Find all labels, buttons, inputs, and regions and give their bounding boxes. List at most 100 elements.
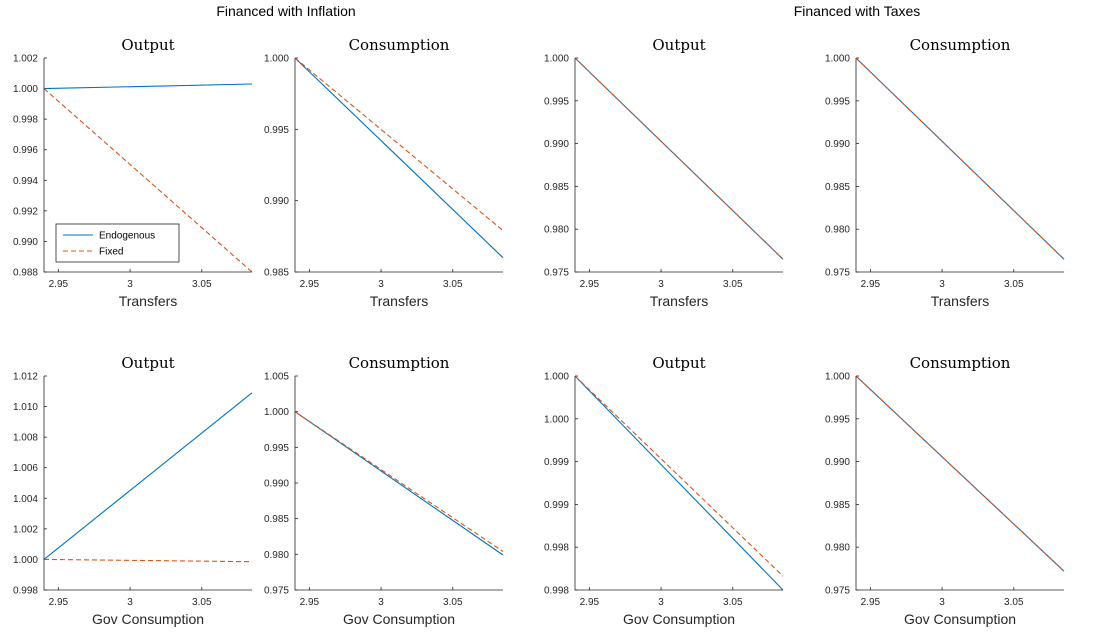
- y-tick-label: 0.990: [13, 237, 38, 248]
- panel-title: Output: [652, 354, 705, 372]
- series-line-endogenous: [294, 411, 504, 556]
- y-tick-label: 0.998: [13, 586, 38, 597]
- y-tick-label: 0.998: [544, 586, 569, 597]
- x-tick-label: 2.95: [580, 597, 600, 608]
- x-tick-label: 3: [658, 597, 664, 608]
- x-tick-label: 3.05: [443, 597, 463, 608]
- series-line-fixed: [43, 558, 253, 563]
- y-tick-label: 1.000: [825, 372, 850, 383]
- y-tick-label: 1.000: [264, 407, 289, 418]
- axes: [294, 376, 503, 591]
- panels-container: Output 0.988 0.990 0.992 0.994 0.996 0.998 1.00…: [13, 36, 1065, 627]
- panel-1: Output 0.988 0.990 0.992 0.994 0.996 0.998 1.00…: [13, 36, 253, 309]
- series-line-fixed: [294, 57, 504, 232]
- x-axis-label: Gov Consumption: [343, 611, 455, 627]
- legend: Endogenous Fixed: [55, 223, 180, 263]
- panel-title: Output: [652, 36, 705, 54]
- panel-6: Consumption 0.975 0.980 0.985 0.990 0.995 1.00…: [264, 354, 504, 627]
- y-tick-label: 0.975: [825, 586, 850, 597]
- panel-4: Consumption 0.975 0.980 0.985 0.990 0.995 1.00…: [825, 36, 1065, 309]
- y-tick-label: 0.975: [264, 586, 289, 597]
- y-tick-label: 1.000: [544, 414, 569, 425]
- y-tick-label: 0.980: [544, 225, 569, 236]
- y-tick-label: 0.975: [544, 268, 569, 279]
- y-tick-label: 0.980: [825, 543, 850, 554]
- x-tick-label: 3: [378, 597, 384, 608]
- x-tick-label: 3.05: [1004, 279, 1024, 290]
- series-line-fixed: [294, 411, 504, 552]
- y-tick-label: 0.990: [825, 139, 850, 150]
- x-tick-label: 2.95: [300, 597, 320, 608]
- x-axis-label: Gov Consumption: [92, 611, 204, 627]
- y-tick-label: 1.002: [13, 524, 38, 535]
- y-tick-label: 1.012: [13, 372, 38, 383]
- series-line-fixed: [574, 375, 784, 577]
- y-tick-label: 0.980: [825, 225, 850, 236]
- legend-label-endogenous: Endogenous: [99, 231, 155, 242]
- y-tick-label: 0.975: [825, 268, 850, 279]
- series-line-endogenous: [43, 392, 253, 560]
- y-tick-label: 0.999: [544, 500, 569, 511]
- x-tick-label: 2.95: [861, 279, 881, 290]
- y-tick-label: 0.980: [264, 550, 289, 561]
- y-tick-label: 0.995: [264, 125, 289, 136]
- series-line-fixed: [43, 88, 253, 273]
- panel-title: Consumption: [910, 354, 1011, 372]
- panel-title: Consumption: [349, 354, 450, 372]
- y-tick-label: 1.010: [13, 402, 38, 413]
- y-tick-label: 1.006: [13, 463, 38, 474]
- x-tick-label: 2.95: [580, 279, 600, 290]
- panel-8: Consumption 0.975 0.980 0.985 0.990 0.995 1.00…: [825, 354, 1065, 627]
- x-tick-label: 3: [378, 279, 384, 290]
- y-tick-label: 0.990: [544, 139, 569, 150]
- x-tick-label: 3.05: [192, 279, 212, 290]
- x-axis-label: Gov Consumption: [623, 611, 735, 627]
- y-tick-label: 0.988: [13, 268, 38, 279]
- y-tick-label: 0.985: [544, 182, 569, 193]
- series-line-fixed: [855, 57, 1065, 260]
- x-tick-label: 3.05: [723, 597, 743, 608]
- y-tick-label: 0.985: [825, 500, 850, 511]
- y-tick-label: 0.990: [264, 196, 289, 207]
- y-tick-label: 0.996: [13, 145, 38, 156]
- y-tick-label: 0.999: [544, 457, 569, 468]
- y-tick-label: 1.005: [264, 372, 289, 383]
- y-tick-label: 1.000: [825, 54, 850, 65]
- y-tick-label: 0.990: [264, 479, 289, 490]
- legend-box: [55, 223, 180, 263]
- panel-title: Output: [121, 354, 174, 372]
- x-tick-label: 3.05: [723, 279, 743, 290]
- x-tick-label: 3.05: [443, 279, 463, 290]
- panel-title: Consumption: [910, 36, 1011, 54]
- panel-title: Output: [121, 36, 174, 54]
- axes: [855, 58, 1064, 273]
- y-tick-label: 0.985: [264, 514, 289, 525]
- y-tick-label: 1.002: [13, 54, 38, 65]
- x-tick-label: 2.95: [861, 597, 881, 608]
- y-tick-label: 0.998: [13, 115, 38, 126]
- y-tick-label: 1.000: [544, 54, 569, 65]
- y-tick-label: 0.985: [825, 182, 850, 193]
- y-tick-label: 0.990: [825, 457, 850, 468]
- y-tick-label: 1.004: [13, 494, 38, 505]
- x-axis-label: Transfers: [370, 293, 429, 309]
- suptitle-inflation: Financed with Inflation: [216, 3, 355, 19]
- y-tick-label: 1.000: [13, 555, 38, 566]
- axes: [43, 58, 252, 273]
- x-tick-label: 3: [658, 279, 664, 290]
- series-line-endogenous: [43, 83, 253, 90]
- axes: [574, 376, 783, 591]
- series-line-endogenous: [574, 375, 784, 591]
- y-tick-label: 0.995: [544, 96, 569, 107]
- x-tick-label: 2.95: [49, 597, 69, 608]
- x-tick-label: 3: [127, 597, 133, 608]
- y-tick-label: 0.995: [825, 96, 850, 107]
- y-tick-label: 1.000: [13, 84, 38, 95]
- y-tick-label: 0.998: [544, 543, 569, 554]
- y-tick-label: 0.992: [13, 206, 38, 217]
- panel-3: Output 0.975 0.980 0.985 0.990 0.995 1.000 2.95…: [544, 36, 784, 309]
- axes: [43, 376, 252, 591]
- suptitle-taxes: Financed with Taxes: [794, 3, 921, 19]
- y-tick-label: 0.985: [264, 268, 289, 279]
